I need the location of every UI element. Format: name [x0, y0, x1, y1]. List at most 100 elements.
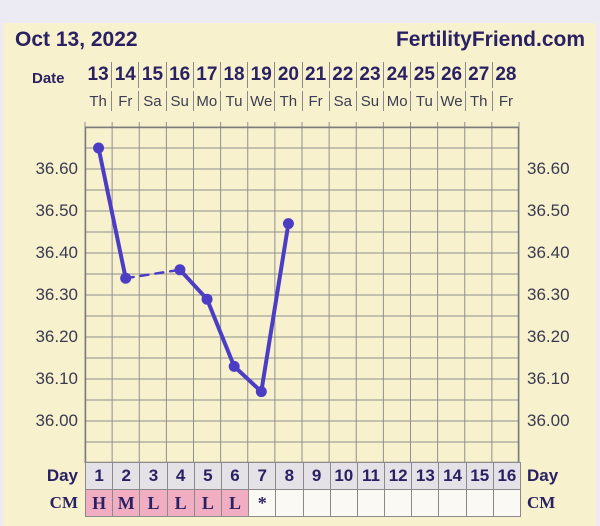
- cycle-day-cell[interactable]: 3: [139, 463, 167, 489]
- cervical-mucus-row: H M L L L L *: [85, 489, 521, 517]
- weekday-cell: We: [437, 91, 464, 111]
- cycle-day-cell[interactable]: 7: [248, 463, 276, 489]
- date-numbers-row: 13 14 15 16 17 18 19 20 21 22 23 24 25 26 27 28: [85, 62, 519, 88]
- brand-logo-text[interactable]: FertilityFriend.com: [395, 28, 585, 51]
- weekday-cell: Th: [274, 91, 301, 111]
- cm-value-cell[interactable]: L: [193, 490, 221, 516]
- temp-data-point[interactable]: [201, 293, 213, 305]
- cycle-day-cell[interactable]: 9: [302, 463, 330, 489]
- date-number-cell: 18: [219, 62, 247, 88]
- weekday-cell: Tu: [410, 91, 437, 111]
- weekday-row: Th Fr Sa Su Mo Tu We Th Fr Sa Su Mo Tu We Th Fr: [85, 91, 519, 111]
- date-number-cell: 13: [87, 64, 109, 85]
- date-number-cell: 19: [247, 62, 274, 88]
- cm-value-cell[interactable]: [465, 490, 493, 516]
- date-number-cell: 16: [165, 62, 193, 88]
- cm-value-cell[interactable]: *: [248, 490, 276, 516]
- cycle-day-cell[interactable]: 10: [329, 463, 357, 489]
- cycle-day-cell[interactable]: 15: [465, 463, 493, 489]
- temp-line-segment: [232, 364, 264, 394]
- cm-value-cell[interactable]: [492, 490, 520, 516]
- cm-value-cell[interactable]: [356, 490, 385, 516]
- cm-value-cell[interactable]: [329, 490, 357, 516]
- temp-data-point[interactable]: [255, 386, 267, 398]
- temperature-tick-label: 36.50: [35, 201, 78, 220]
- cycle-day-cell[interactable]: 14: [438, 463, 466, 489]
- temperature-tick-label: 36.00: [35, 411, 78, 430]
- date-number-cell: 14: [111, 62, 138, 88]
- temperature-tick-label: 36.30: [35, 285, 78, 304]
- date-number-cell: 15: [138, 62, 165, 88]
- cycle-day-cell[interactable]: 8: [275, 463, 303, 489]
- temp-line-segment: [205, 297, 237, 369]
- temperature-tick-label: 36.60: [527, 159, 570, 178]
- weekday-cell: Th: [89, 92, 107, 110]
- temperature-tick-label: 36.40: [527, 243, 570, 262]
- date-number-cell: 20: [274, 62, 301, 88]
- cycle-day-cell[interactable]: 5: [193, 463, 221, 489]
- cm-value-cell[interactable]: [302, 490, 330, 516]
- cm-value-cell[interactable]: L: [139, 490, 167, 516]
- weekday-cell: Fr: [491, 91, 519, 111]
- cycle-day-cell[interactable]: 4: [166, 463, 194, 489]
- temperature-tick-label: 36.10: [527, 369, 570, 388]
- temp-data-point[interactable]: [93, 142, 105, 154]
- cycle-day-cell[interactable]: 6: [220, 463, 249, 489]
- weekday-cell: Fr: [301, 91, 329, 111]
- bbt-chart-svg[interactable]: [84, 122, 520, 464]
- date-axis-label: Date: [32, 70, 65, 87]
- temp-data-point[interactable]: [228, 360, 240, 372]
- cm-value-cell[interactable]: [438, 490, 466, 516]
- day-row-label-right: Day: [527, 466, 559, 485]
- date-number-cell: 23: [355, 62, 383, 88]
- cm-value-cell[interactable]: [384, 490, 412, 516]
- cm-value-cell[interactable]: M: [112, 490, 140, 516]
- cycle-day-cell[interactable]: 13: [411, 463, 439, 489]
- date-number-cell: 24: [383, 62, 410, 88]
- weekday-cell: Fr: [111, 91, 138, 111]
- temp-line-segment: [96, 146, 128, 281]
- temperature-tick-label: 36.30: [527, 285, 570, 304]
- cm-value-cell[interactable]: [411, 490, 439, 516]
- cycle-day-row: 1 2 3 4 5 6 7 8 9 10 11 12 13 14 15 16: [85, 462, 521, 490]
- cm-row-label-right: CM: [527, 493, 556, 512]
- weekday-cell: Sa: [328, 91, 356, 111]
- cycle-day-cell[interactable]: 12: [384, 463, 412, 489]
- date-number-cell: 28: [491, 62, 519, 88]
- temperature-tick-label: 36.20: [35, 327, 78, 346]
- weekday-cell: Mo: [383, 91, 410, 111]
- weekday-cell: Th: [464, 91, 492, 111]
- temp-data-point[interactable]: [282, 218, 294, 230]
- temperature-tick-label: 36.20: [527, 327, 570, 346]
- date-number-cell: 22: [328, 62, 356, 88]
- temperature-tick-label: 36.50: [527, 201, 570, 220]
- day-row-label-left: Day: [46, 466, 78, 485]
- cm-value-cell[interactable]: L: [220, 490, 249, 516]
- temperature-tick-label: 36.10: [35, 369, 78, 388]
- date-number-cell: 27: [464, 62, 492, 88]
- weekday-cell: Tu: [219, 91, 247, 111]
- chart-date-title: Oct 13, 2022: [15, 28, 138, 51]
- date-number-cell: 26: [437, 62, 464, 88]
- cm-value-cell[interactable]: H: [86, 490, 113, 516]
- temp-data-point[interactable]: [174, 264, 186, 276]
- weekday-cell: Su: [355, 91, 383, 111]
- cm-value-cell[interactable]: L: [166, 490, 194, 516]
- cycle-day-cell[interactable]: 11: [356, 463, 385, 489]
- cm-value-cell[interactable]: [275, 490, 303, 516]
- temp-line-segment: [259, 221, 291, 394]
- weekday-cell: We: [247, 91, 274, 111]
- date-number-cell: 21: [301, 62, 329, 88]
- weekday-cell: Mo: [192, 91, 220, 111]
- date-number-cell: 25: [410, 62, 437, 88]
- cycle-day-cell[interactable]: 1: [86, 463, 113, 489]
- cycle-day-cell[interactable]: 16: [492, 463, 520, 489]
- bbt-chart-grid[interactable]: [84, 122, 520, 464]
- cycle-day-cell[interactable]: 2: [112, 463, 140, 489]
- temperature-tick-label: 36.00: [527, 411, 570, 430]
- temp-data-point[interactable]: [120, 272, 132, 284]
- temp-line-segment-dashed: [124, 268, 182, 280]
- temperature-tick-label: 36.40: [35, 243, 78, 262]
- cm-row-label-left: CM: [49, 493, 78, 512]
